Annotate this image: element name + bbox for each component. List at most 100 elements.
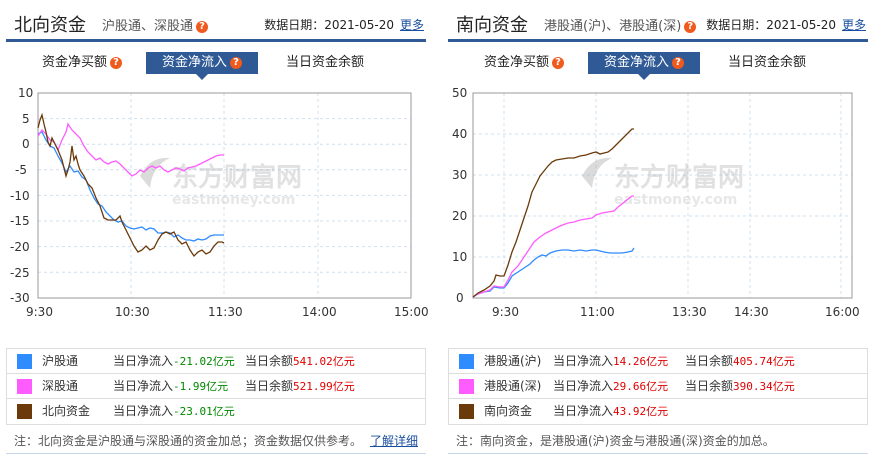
balance-label: 当日余额 xyxy=(685,379,734,393)
legend-flow: 当日净流入14.26亿元 xyxy=(553,349,668,374)
help-icon[interactable]: ? xyxy=(196,20,209,33)
legend-flow: 当日净流入-23.01亿元 xyxy=(113,399,235,424)
tab-label: 当日资金余额 xyxy=(727,55,806,70)
legend-name: 港股通(沪) xyxy=(484,354,542,368)
x-axis-labels: 9:30 11:00 13:30 14:30 16:00 xyxy=(492,305,860,319)
tab-label: 资金净买额 xyxy=(41,55,107,70)
divider xyxy=(448,453,868,454)
note-text: 注：南向资金，是港股通(沪)资金与港股通(深)资金的加总。 xyxy=(456,434,775,448)
svg-text:11:00: 11:00 xyxy=(580,305,615,319)
legend-swatch xyxy=(17,354,32,369)
balance-value: 405.74亿元 xyxy=(733,355,795,368)
legend-balance: 当日余额390.34亿元 xyxy=(685,374,795,399)
north-more-link[interactable]: 更多 xyxy=(399,18,424,32)
north-legend: 沪股通 当日净流入-21.02亿元 当日余额541.02亿元 深股通 当日净流入… xyxy=(6,348,426,425)
grid xyxy=(38,93,411,298)
legend-swatch xyxy=(17,404,32,419)
north-panel: 北向资金 沪股通、深股通? 数据日期：2021-05-20 更多 资金净买额? … xyxy=(0,0,432,462)
tab-net-inflow[interactable]: 资金净流入? xyxy=(588,52,700,80)
north-title: 北向资金 xyxy=(14,15,86,36)
svg-text:10: 10 xyxy=(452,250,467,264)
svg-text:16:00: 16:00 xyxy=(825,305,860,319)
flow-value: -21.02亿元 xyxy=(173,355,235,368)
tab-net-buy[interactable]: 资金净买额? xyxy=(478,52,570,74)
series-south-total-line xyxy=(472,128,634,298)
tab-label: 资金净买额 xyxy=(483,55,549,70)
legend-name: 深股通 xyxy=(42,379,79,393)
south-more-link[interactable]: 更多 xyxy=(841,18,866,32)
legend-balance: 当日余额405.74亿元 xyxy=(685,349,795,374)
svg-text:15:00: 15:00 xyxy=(394,305,429,319)
legend-row: 北向资金 当日净流入-23.01亿元 xyxy=(7,399,425,424)
legend-flow: 当日净流入-1.99亿元 xyxy=(113,374,228,399)
grid xyxy=(473,93,852,298)
balance-label: 当日余额 xyxy=(685,354,734,368)
svg-text:-30: -30 xyxy=(10,291,30,305)
legend-balance: 当日余额521.99亿元 xyxy=(245,374,355,399)
svg-text:-25: -25 xyxy=(10,266,30,280)
legend-swatch xyxy=(459,354,474,369)
north-header: 北向资金 沪股通、深股通? 数据日期：2021-05-20 更多 xyxy=(6,8,426,42)
legend-flow: 当日净流入43.92亿元 xyxy=(553,399,668,424)
legend-name: 北向资金 xyxy=(42,404,91,418)
flow-label: 当日净流入 xyxy=(113,354,174,368)
tab-net-inflow[interactable]: 资金净流入? xyxy=(146,52,258,80)
tab-label: 资金净流入 xyxy=(161,55,227,70)
series-shenzhen-line xyxy=(37,122,224,177)
flow-label: 当日净流入 xyxy=(553,404,614,418)
south-note: 注：南向资金，是港股通(沪)资金与港股通(深)资金的加总。 xyxy=(456,432,868,449)
svg-text:-15: -15 xyxy=(10,214,30,228)
north-subtitle: 沪股通、深股通? xyxy=(102,15,209,34)
svg-text:eastmoney.com: eastmoney.com xyxy=(172,192,295,208)
north-note: 注：北向资金是沪股通与深股通的资金加总；资金数据仅供参考。 了解详细 xyxy=(14,432,426,449)
help-icon[interactable]: ? xyxy=(552,56,564,69)
x-axis-labels: 9:30 10:30 11:30 14:00 15:00 xyxy=(26,305,429,319)
balance-label: 当日余额 xyxy=(245,354,294,368)
legend-row: 深股通 当日净流入-1.99亿元 当日余额521.99亿元 xyxy=(7,374,425,399)
series-north-line xyxy=(37,112,225,258)
legend-name: 沪股通 xyxy=(42,354,79,368)
svg-text:14:30: 14:30 xyxy=(734,305,769,319)
legend-row: 南向资金 当日净流入43.92亿元 xyxy=(449,399,867,424)
svg-text:-10: -10 xyxy=(10,189,30,203)
help-icon[interactable]: ? xyxy=(684,20,697,33)
series-sz-connect-line xyxy=(472,195,634,298)
south-tabs: 资金净买额? 资金净流入? 当日资金余额 xyxy=(442,52,874,80)
svg-text:30: 30 xyxy=(452,168,467,182)
tab-net-buy[interactable]: 资金净买额? xyxy=(36,52,128,74)
legend-balance: 当日余额541.02亿元 xyxy=(245,349,355,374)
svg-text:5: 5 xyxy=(22,112,30,126)
plot-border xyxy=(472,92,853,299)
flow-label: 当日净流入 xyxy=(553,379,614,393)
help-icon[interactable]: ? xyxy=(110,56,122,69)
note-text: 注：北向资金是沪股通与深股通的资金加总；资金数据仅供参考。 xyxy=(14,434,363,448)
help-icon[interactable]: ? xyxy=(672,56,684,69)
svg-text:-20: -20 xyxy=(10,240,30,254)
svg-text:0: 0 xyxy=(456,291,464,305)
tab-day-balance[interactable]: 当日资金余额 xyxy=(275,52,375,74)
north-tabs: 资金净买额? 资金净流入? 当日资金余额 xyxy=(0,52,432,80)
y-axis-labels: 10 5 0 -5 -10 -15 -20 -25 -30 xyxy=(10,86,33,305)
south-date: 数据日期：2021-05-20 xyxy=(706,18,836,32)
south-legend: 港股通(沪) 当日净流入14.26亿元 当日余额405.74亿元 港股通(深) … xyxy=(448,348,868,425)
tab-label: 资金净流入 xyxy=(603,55,669,70)
help-icon[interactable]: ? xyxy=(230,56,242,69)
legend-name: 港股通(深) xyxy=(484,379,542,393)
tab-label: 当日资金余额 xyxy=(285,55,364,70)
learn-more-link[interactable]: 了解详细 xyxy=(369,434,418,448)
flow-label: 当日净流入 xyxy=(113,404,174,418)
south-panel: 南向资金 港股通(沪)、港股通(深)? 数据日期：2021-05-20 更多 资… xyxy=(442,0,874,462)
series-sh-connect-line xyxy=(472,247,635,298)
legend-name: 南向资金 xyxy=(484,404,533,418)
svg-text:20: 20 xyxy=(452,209,467,223)
legend-flow: 当日净流入-21.02亿元 xyxy=(113,349,235,374)
balance-value: 390.34亿元 xyxy=(733,380,795,393)
flow-label: 当日净流入 xyxy=(113,379,174,393)
balance-label: 当日余额 xyxy=(245,379,294,393)
svg-text:-5: -5 xyxy=(15,163,27,177)
flow-value: 43.92亿元 xyxy=(613,405,669,418)
balance-value: 541.02亿元 xyxy=(293,355,355,368)
plot-border xyxy=(37,92,412,299)
tab-day-balance[interactable]: 当日资金余额 xyxy=(717,52,817,74)
legend-row: 港股通(深) 当日净流入29.66亿元 当日余额390.34亿元 xyxy=(449,374,867,399)
